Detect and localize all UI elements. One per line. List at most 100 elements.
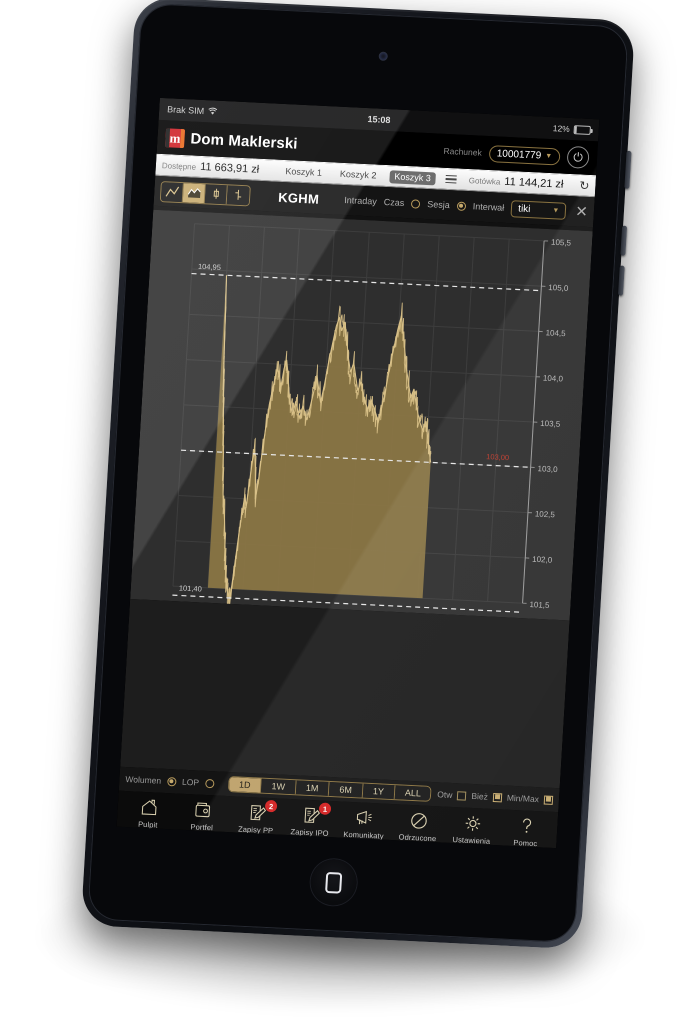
range-1d[interactable]: 1D [228, 777, 262, 793]
tablet-device: Brak SIM 15:08 12% m Dom Maklers [80, 0, 636, 950]
account-number: 10001779 [496, 147, 542, 162]
session-radio-label: Sesja [426, 199, 451, 211]
otw-checkbox-label: Otw [437, 789, 453, 800]
interval-label: Interwał [472, 201, 505, 213]
basket-tab-2[interactable]: Koszyk 2 [339, 168, 377, 181]
account-select[interactable]: 10001779 ▼ [488, 144, 561, 165]
svg-text:103,00: 103,00 [486, 452, 509, 462]
lop-radio[interactable] [204, 778, 215, 788]
svg-text:102,0: 102,0 [532, 555, 553, 565]
badge: 1 [318, 802, 332, 816]
basket-tab-1[interactable]: Koszyk 1 [285, 166, 323, 178]
app-title: Dom Maklerski [190, 129, 299, 153]
lop-toggle-label: LOP [181, 776, 200, 788]
range-all[interactable]: ALL [394, 785, 432, 801]
device-volume-down-button[interactable] [617, 265, 625, 296]
svg-text:104,95: 104,95 [198, 262, 221, 272]
home-icon [139, 796, 159, 819]
tab-odrzucone[interactable]: Odrzucone [390, 808, 446, 844]
refresh-icon[interactable]: ↻ [578, 178, 590, 193]
chart-area: 101,5 102,0 102,5 103,0 103,5 104,0 104,5 105,0… [120, 205, 593, 789]
battery-icon [573, 124, 592, 135]
chart-footer-checks: Otw Bież Min/Max [437, 789, 554, 805]
tab-bar: Pulpit Portfel Zapisy PP 2 [116, 790, 559, 849]
header-right: Rachunek 10001779 ▼ ⏻ [443, 140, 590, 169]
biez-checkbox-label: Bież [471, 790, 489, 802]
megaphone-icon [354, 806, 375, 829]
tab-pulpit[interactable]: Pulpit [121, 795, 177, 831]
account-label: Rachunek [443, 145, 483, 158]
minmax-checkbox[interactable] [543, 794, 554, 805]
svg-text:104,0: 104,0 [543, 374, 564, 384]
device-volume-up-button[interactable] [620, 225, 628, 256]
intraday-label: Intraday [344, 195, 378, 207]
svg-text:103,5: 103,5 [540, 419, 561, 429]
cash-label: Gotówka [468, 176, 501, 187]
session-radio[interactable] [456, 201, 467, 211]
status-bar: Brak SIM 15:08 12% [158, 97, 600, 142]
logo-letter: m [169, 129, 181, 146]
svg-text:105,0: 105,0 [548, 283, 569, 293]
status-bar-right: 12% [552, 123, 592, 135]
no-entry-icon [408, 809, 428, 832]
tab-portfel[interactable]: Portfel [174, 797, 230, 833]
svg-text:101,5: 101,5 [529, 600, 550, 610]
hamburger-icon[interactable] [444, 174, 459, 184]
area-chart-type[interactable] [182, 182, 206, 203]
cash-amount: Gotówka 11 144,21 zł [468, 174, 564, 191]
wifi-icon [208, 107, 218, 115]
range-1y[interactable]: 1Y [362, 783, 396, 800]
tab-pomoc[interactable]: Pomoc [498, 813, 554, 848]
svg-text:102,5: 102,5 [535, 509, 556, 519]
biez-checkbox[interactable] [492, 792, 503, 802]
svg-text:101,40: 101,40 [179, 583, 202, 593]
battery-percent-label: 12% [552, 123, 571, 134]
range-1m[interactable]: 1M [295, 780, 330, 796]
available-funds: Dostępne 11 663,91 zł [162, 159, 260, 176]
price-chart[interactable]: 101,5 102,0 102,5 103,0 103,5 104,0 104,5 105,0… [130, 209, 593, 621]
chart-type-switch [159, 180, 251, 206]
svg-text:104,5: 104,5 [545, 328, 566, 338]
svg-text:103,0: 103,0 [537, 464, 558, 474]
screen: Brak SIM 15:08 12% m Dom Maklers [116, 97, 600, 849]
app-logo: m Dom Maklerski [165, 127, 299, 153]
available-label: Dostępne [161, 161, 197, 172]
volume-chart[interactable] [120, 599, 570, 789]
tab-zapisy-ipo[interactable]: Zapisy IPO 1 [282, 802, 338, 839]
chevron-down-icon: ▼ [552, 206, 560, 215]
basket-tab-3[interactable]: Koszyk 3 [388, 169, 437, 185]
chart-toolbar: KGHM Intraday Czas Sesja Interwał tiki ▼… [153, 175, 595, 228]
interval-value: tiki [517, 203, 531, 215]
wallet-icon [193, 798, 212, 821]
volume-toggle-label: Wolumen [125, 773, 162, 786]
minmax-checkbox-label: Min/Max [506, 792, 540, 805]
symbol-label: KGHM [277, 189, 320, 207]
question-mark-icon [516, 814, 536, 837]
bar-chart-type[interactable] [226, 184, 250, 205]
time-radio-label: Czas [383, 196, 405, 208]
camera-icon [379, 52, 387, 60]
tab-ustawienia[interactable]: Ustawienia [444, 811, 500, 847]
power-icon[interactable]: ⏻ [566, 145, 590, 169]
gear-icon [462, 812, 482, 835]
tab-komunikaty[interactable]: Komunikaty [336, 805, 392, 841]
badge: 2 [264, 799, 278, 813]
range-1w[interactable]: 1W [261, 778, 297, 795]
document-pen-icon [300, 804, 320, 827]
time-radio[interactable] [411, 198, 421, 209]
available-value: 11 663,91 zł [199, 160, 260, 176]
svg-text:105,5: 105,5 [551, 238, 572, 248]
line-chart-type[interactable] [160, 181, 184, 202]
close-icon[interactable]: ✕ [574, 203, 589, 221]
status-bar-left: Brak SIM [167, 104, 218, 116]
interval-select[interactable]: tiki ▼ [510, 199, 567, 220]
candlestick-chart-type[interactable] [204, 183, 228, 204]
cash-value: 11 144,21 zł [503, 175, 564, 191]
tab-zapisy-pp[interactable]: Zapisy PP 2 [228, 799, 284, 836]
device-power-button[interactable] [624, 150, 632, 189]
volume-radio[interactable] [166, 776, 177, 786]
range-6m[interactable]: 6M [329, 781, 364, 798]
otw-checkbox[interactable] [457, 790, 467, 801]
document-pen-icon [247, 801, 267, 824]
